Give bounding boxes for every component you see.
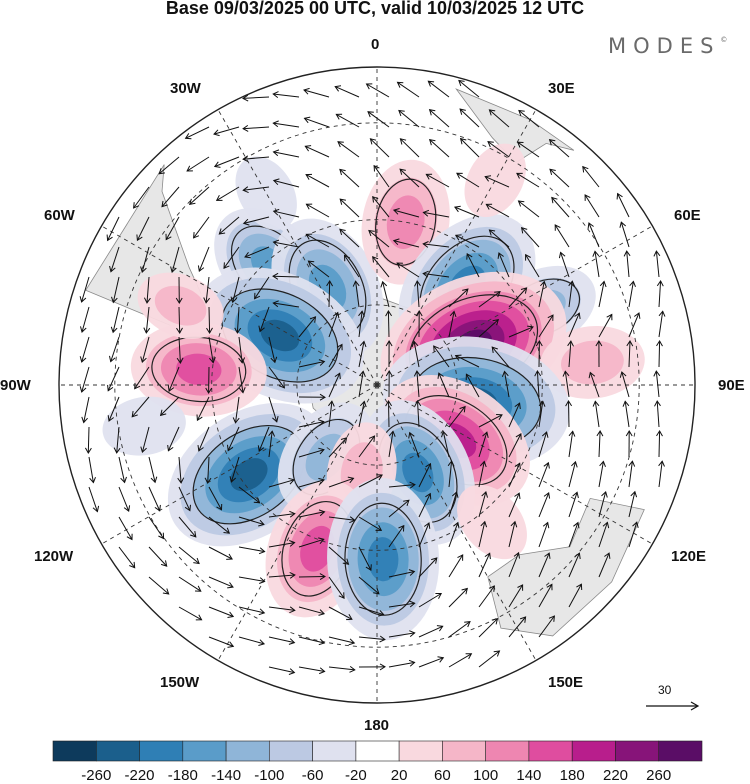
polar-map xyxy=(0,0,750,735)
lon-label-150w: 150W xyxy=(160,674,199,691)
lon-label-120w: 120W xyxy=(34,548,73,565)
colorbar-tick-label: -260 xyxy=(81,767,111,784)
colorbar-bin xyxy=(96,741,139,761)
colorbar-bin xyxy=(659,741,702,761)
colorbar-bin xyxy=(269,741,312,761)
colorbar-bin xyxy=(226,741,269,761)
colorbar-bin xyxy=(53,741,96,761)
lon-label-150e: 150E xyxy=(548,674,583,691)
colorbar-tick-label: 220 xyxy=(603,767,628,784)
lon-label-60e: 60E xyxy=(674,207,701,224)
colorbar-tick-label: 60 xyxy=(434,767,451,784)
colorbar-bin xyxy=(442,741,485,761)
lon-label-60w: 60W xyxy=(44,207,75,224)
colorbar-tick-label: 140 xyxy=(516,767,541,784)
lon-label-30e: 30E xyxy=(548,80,575,97)
colorbar-tick-label: -60 xyxy=(302,767,324,784)
colorbar-bin xyxy=(140,741,183,761)
colorbar-bin xyxy=(183,741,226,761)
colorbar-tick-label: -220 xyxy=(124,767,154,784)
colorbar-tick-label: -20 xyxy=(345,767,367,784)
colorbar-tick-label: -100 xyxy=(254,767,284,784)
colorbar-bin xyxy=(486,741,529,761)
reference-vector xyxy=(646,702,698,710)
lon-label-90e: 90E xyxy=(718,377,745,394)
lon-label-0: 0 xyxy=(371,36,379,53)
lon-label-120e: 120E xyxy=(671,548,706,565)
colorbar-bin xyxy=(356,741,399,761)
colorbar-bin xyxy=(572,741,615,761)
colorbar-tick-label: 100 xyxy=(473,767,498,784)
lon-label-180: 180 xyxy=(364,717,389,734)
colorbar-tick-label: 20 xyxy=(391,767,408,784)
lon-label-30w: 30W xyxy=(170,80,201,97)
reference-vector-label: 30 xyxy=(658,683,671,697)
colorbar-tick-label: -180 xyxy=(168,767,198,784)
colorbar-tick-label: 180 xyxy=(560,767,585,784)
colorbar-bin xyxy=(529,741,572,761)
colorbar-tick-label: 260 xyxy=(646,767,671,784)
colorbar-bin xyxy=(399,741,442,761)
colorbar-tick-label: -140 xyxy=(211,767,241,784)
lon-label-90w: 90W xyxy=(0,377,31,394)
colorbar-bin xyxy=(313,741,356,761)
colorbar-bin xyxy=(616,741,659,761)
colorbar xyxy=(0,735,750,765)
